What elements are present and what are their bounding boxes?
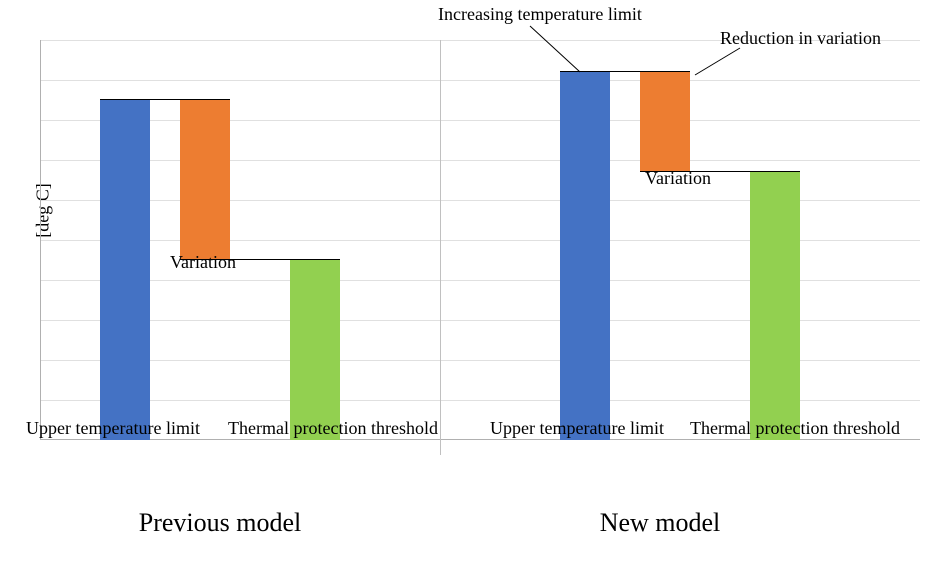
chart-container: [deg C] Previous modelUpper temperature …	[0, 0, 942, 566]
annotation-line-1	[0, 0, 942, 566]
